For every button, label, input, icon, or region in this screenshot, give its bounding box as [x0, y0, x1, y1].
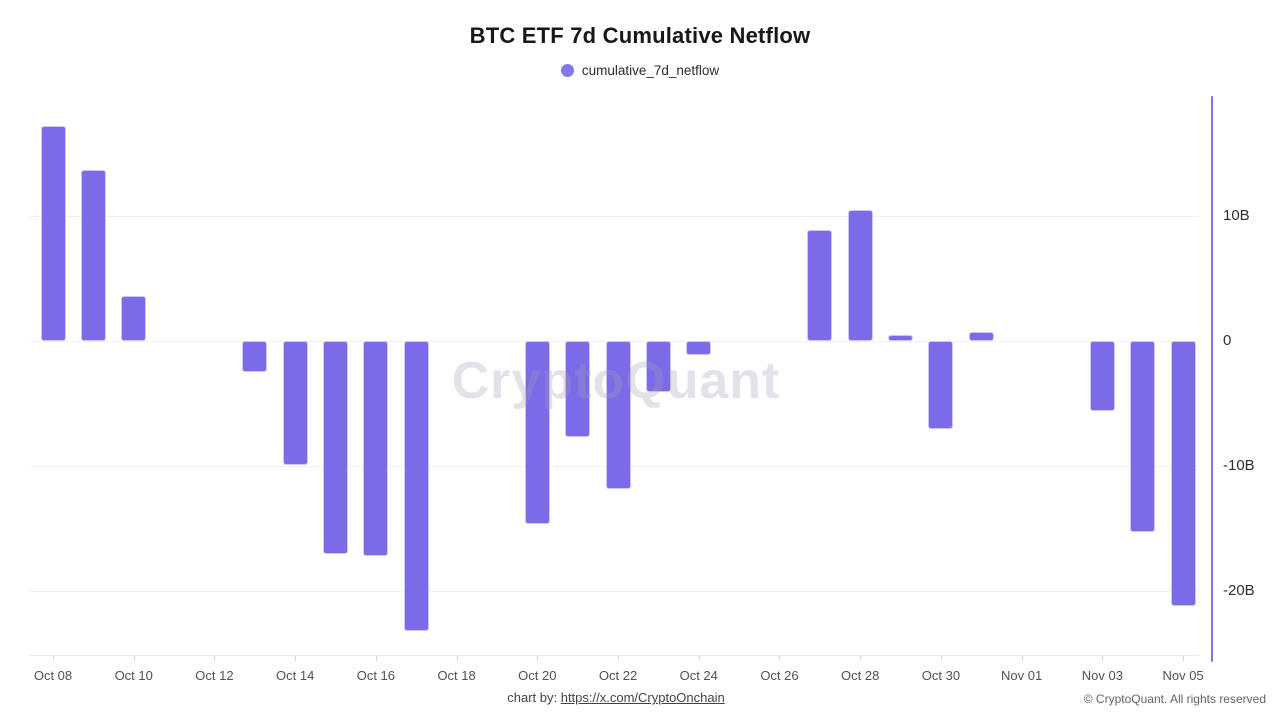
x-tick-label: Oct 28 — [841, 668, 880, 683]
copyright-text: © CryptoQuant. All rights reserved — [1083, 692, 1266, 706]
x-tick-label: Oct 24 — [679, 668, 718, 683]
page-title: BTC ETF 7d Cumulative Netflow — [469, 23, 811, 48]
x-tick-mark — [214, 655, 216, 661]
netflow-bar[interactable] — [605, 341, 631, 489]
netflow-bar[interactable] — [323, 341, 349, 554]
x-tick-label: Oct 10 — [114, 668, 153, 683]
chart-by-line: chart by: https://x.com/CryptoOnchain — [0, 690, 1232, 705]
chart-by-label: chart by: — [507, 690, 561, 705]
netflow-bar[interactable] — [645, 341, 671, 393]
x-axis-line — [30, 655, 1199, 656]
legend-swatch-icon — [560, 63, 574, 77]
netflow-bar[interactable] — [1089, 341, 1115, 411]
netflow-bar[interactable] — [80, 169, 106, 341]
netflow-bar[interactable] — [565, 341, 591, 438]
x-tick-label: Oct 22 — [598, 668, 638, 683]
x-tick-mark — [295, 655, 297, 661]
netflow-bar[interactable] — [242, 341, 268, 373]
netflow-bar[interactable] — [40, 126, 66, 341]
netflow-bar[interactable] — [1170, 341, 1196, 606]
x-tick-label: Nov 01 — [1001, 668, 1043, 683]
x-tick-mark — [1021, 655, 1023, 661]
legend-label: cumulative_7d_netflow — [581, 62, 720, 78]
netflow-bar[interactable] — [282, 341, 308, 465]
netflow-bar[interactable] — [807, 229, 833, 341]
x-tick-label: Oct 14 — [276, 668, 315, 683]
chart-by-link[interactable]: https://x.com/CryptoOnchain — [560, 690, 725, 705]
x-tick-label: Oct 08 — [33, 668, 73, 683]
legend: cumulative_7d_netflow — [0, 61, 1280, 79]
netflow-bar[interactable] — [686, 341, 712, 355]
netflow-bar[interactable] — [363, 341, 389, 556]
x-tick-label: Oct 20 — [518, 668, 557, 683]
x-tick-label: Nov 03 — [1081, 668, 1123, 683]
x-tick-mark — [53, 655, 54, 661]
y-tick-label: -20B — [1223, 582, 1255, 599]
x-tick-mark — [618, 655, 620, 661]
x-tick-label: Oct 18 — [437, 668, 476, 683]
x-tick-mark — [133, 655, 135, 661]
x-tick-mark — [456, 655, 458, 661]
x-tick-mark — [1102, 655, 1104, 661]
x-tick-mark — [1183, 655, 1185, 661]
netflow-bar[interactable] — [968, 331, 994, 341]
netflow-bar[interactable] — [847, 209, 873, 341]
netflow-bar[interactable] — [1130, 341, 1156, 533]
x-tick-mark — [375, 655, 377, 661]
x-tick-label: Oct 12 — [195, 668, 234, 683]
y-tick-label: 0 — [1223, 332, 1232, 349]
netflow-bar[interactable] — [403, 341, 429, 631]
x-tick-label: Oct 26 — [760, 668, 799, 683]
x-tick-label: Oct 16 — [356, 668, 396, 683]
x-tick-mark — [779, 655, 781, 661]
netflow-bar[interactable] — [888, 334, 914, 341]
x-tick-mark — [698, 655, 700, 661]
x-tick-mark — [860, 655, 862, 661]
netflow-bar[interactable] — [524, 341, 550, 524]
gridline — [30, 591, 1199, 592]
y-tick-label: -10B — [1223, 457, 1255, 474]
netflow-bar[interactable] — [928, 341, 954, 429]
netflow-bar[interactable] — [121, 296, 147, 341]
y-tick-label: 10B — [1223, 207, 1250, 224]
x-tick-mark — [537, 655, 539, 661]
y-axis-line — [1211, 96, 1213, 662]
x-tick-label: Oct 30 — [921, 668, 961, 683]
x-tick-mark — [940, 655, 942, 661]
gridline — [30, 216, 1199, 217]
x-tick-label: Nov 05 — [1162, 668, 1204, 683]
